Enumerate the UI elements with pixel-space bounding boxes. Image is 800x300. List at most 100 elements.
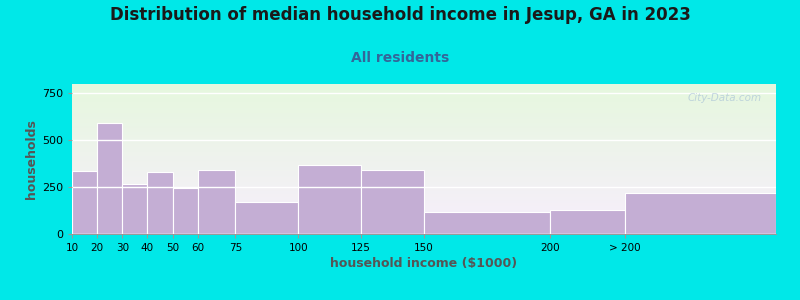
Bar xyxy=(72,142,776,144)
Bar xyxy=(72,117,776,118)
Bar xyxy=(72,159,776,160)
Bar xyxy=(298,165,361,234)
Bar xyxy=(72,102,776,104)
Bar xyxy=(72,218,776,219)
Bar xyxy=(72,195,776,196)
Bar xyxy=(72,202,776,204)
Bar xyxy=(72,96,776,98)
Bar xyxy=(198,170,235,234)
Bar xyxy=(72,201,776,202)
Bar xyxy=(72,171,97,234)
Bar xyxy=(72,130,776,132)
Bar xyxy=(72,150,776,152)
Bar xyxy=(72,141,776,142)
Bar xyxy=(72,225,776,226)
Bar xyxy=(72,208,776,210)
Bar xyxy=(72,140,776,141)
Bar xyxy=(235,202,298,234)
Bar xyxy=(72,182,776,183)
Bar xyxy=(72,88,776,90)
Text: All residents: All residents xyxy=(351,51,449,65)
Bar xyxy=(72,110,776,111)
Bar xyxy=(72,192,776,194)
Bar xyxy=(72,160,776,162)
Bar xyxy=(72,92,776,93)
Text: Distribution of median household income in Jesup, GA in 2023: Distribution of median household income … xyxy=(110,6,690,24)
Bar xyxy=(72,222,776,224)
Bar xyxy=(173,188,198,234)
Bar xyxy=(424,212,550,234)
Bar xyxy=(72,100,776,102)
Bar xyxy=(72,177,776,178)
Bar xyxy=(72,224,776,225)
Bar xyxy=(72,168,776,170)
Bar xyxy=(72,93,776,94)
Bar xyxy=(122,184,147,234)
Bar xyxy=(72,220,776,222)
Bar xyxy=(72,180,776,182)
Bar xyxy=(147,172,173,234)
Bar xyxy=(72,188,776,189)
Bar xyxy=(72,118,776,120)
Bar xyxy=(72,124,776,126)
Bar xyxy=(72,87,776,88)
Bar xyxy=(72,164,776,165)
Bar xyxy=(72,169,776,171)
Bar xyxy=(72,129,776,130)
Bar xyxy=(72,116,776,117)
Bar xyxy=(72,98,776,99)
Bar xyxy=(72,148,776,150)
Bar xyxy=(72,156,776,158)
Bar xyxy=(72,183,776,184)
Bar xyxy=(72,122,776,123)
Bar xyxy=(72,94,776,96)
Bar xyxy=(550,210,625,234)
Bar xyxy=(72,84,776,86)
Bar xyxy=(72,152,776,153)
Bar xyxy=(72,134,776,135)
Bar xyxy=(72,153,776,154)
Bar xyxy=(72,158,776,159)
Bar xyxy=(72,132,776,134)
Bar xyxy=(72,126,776,128)
Bar xyxy=(72,226,776,228)
X-axis label: household income ($1000): household income ($1000) xyxy=(330,257,518,270)
Bar xyxy=(72,136,776,138)
Bar xyxy=(72,212,776,213)
Bar xyxy=(72,186,776,188)
Bar xyxy=(72,105,776,106)
Bar xyxy=(72,231,776,232)
Bar xyxy=(72,189,776,190)
Bar xyxy=(72,206,776,207)
Bar xyxy=(72,228,776,230)
Y-axis label: households: households xyxy=(25,119,38,199)
Bar xyxy=(72,184,776,186)
Bar xyxy=(72,108,776,110)
Bar xyxy=(72,165,776,166)
Bar xyxy=(72,106,776,108)
Bar xyxy=(72,135,776,136)
Bar xyxy=(72,112,776,114)
Bar xyxy=(72,214,776,216)
Bar xyxy=(72,146,776,147)
Bar xyxy=(72,213,776,214)
Bar xyxy=(72,147,776,148)
Bar xyxy=(72,216,776,218)
Bar xyxy=(72,190,776,192)
Bar xyxy=(72,232,776,234)
Bar xyxy=(361,170,424,234)
Bar xyxy=(97,123,122,234)
Bar xyxy=(72,210,776,212)
Bar xyxy=(72,138,776,140)
Bar xyxy=(72,128,776,129)
Bar xyxy=(72,176,776,177)
Bar xyxy=(72,219,776,220)
Bar xyxy=(72,162,776,164)
Bar xyxy=(72,123,776,124)
Bar xyxy=(72,207,776,208)
Bar xyxy=(72,198,776,200)
Bar xyxy=(72,178,776,180)
Bar xyxy=(72,144,776,146)
Bar xyxy=(72,171,776,172)
Bar xyxy=(72,111,776,112)
